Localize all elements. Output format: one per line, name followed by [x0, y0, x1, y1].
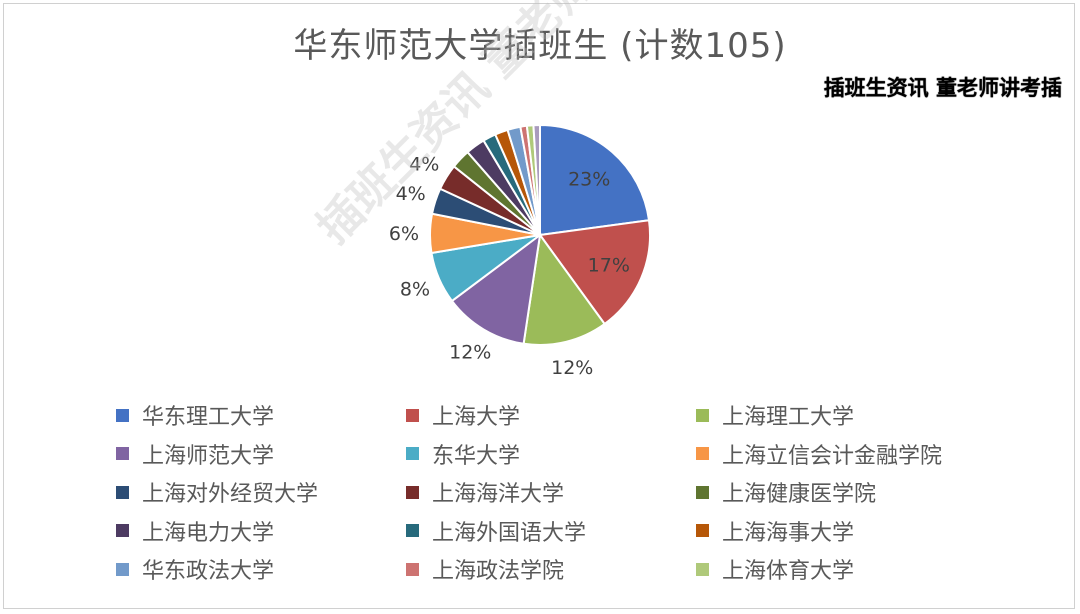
legend-label: 上海外国语大学: [432, 520, 587, 546]
legend-item: 上海理工大学: [696, 398, 854, 432]
legend-item: 上海外国语大学: [406, 514, 586, 548]
data-label-4: 8%: [400, 278, 430, 300]
legend-swatch: [116, 408, 129, 422]
legend-label: 华东政法大学: [142, 559, 275, 584]
data-label-0: 23%: [568, 169, 610, 191]
pie-slice-0: [539, 123, 651, 237]
legend-item: 上海海事大学: [696, 514, 854, 548]
legend-label: 上海电力大学: [142, 520, 275, 546]
legend-label: 上海健康医学院: [722, 482, 877, 507]
legend-swatch: [696, 408, 709, 422]
legend-item: 上海海洋大学: [406, 475, 564, 509]
legend-swatch: [406, 524, 419, 537]
data-label-2: 12%: [551, 357, 593, 379]
legend-item: 上海政法学院: [406, 552, 564, 586]
legend-item: 上海立信会计金融学院: [696, 437, 942, 471]
legend-item: 华东政法大学: [116, 552, 274, 586]
legend-label: 华东理工大学: [142, 405, 275, 430]
legend-item: 上海师范大学: [116, 437, 274, 471]
legend-swatch: [406, 447, 419, 460]
legend-item: 上海大学: [406, 398, 520, 432]
data-label-1: 17%: [588, 254, 630, 276]
legend-label: 上海政法学院: [432, 559, 565, 584]
legend-item: 华东理工大学: [116, 398, 274, 432]
legend-label: 上海海洋大学: [432, 482, 565, 507]
data-label-6: 4%: [396, 183, 426, 205]
legend-label: 上海立信会计金融学院: [722, 443, 943, 469]
legend-swatch: [696, 485, 709, 499]
pie-slices: [429, 123, 651, 346]
legend-label: 上海理工大学: [722, 405, 855, 430]
legend-swatch: [406, 408, 419, 422]
legend-swatch: [116, 524, 129, 537]
legend-item: 东华大学: [406, 437, 520, 471]
data-label-3: 12%: [449, 342, 491, 364]
pie-slice-15: [532, 123, 541, 236]
legend-label: 上海海事大学: [722, 520, 855, 546]
pie-slice-2: [522, 232, 607, 346]
legend-item: 上海对外经贸大学: [116, 475, 318, 509]
legend-label: 上海师范大学: [142, 443, 275, 469]
legend-swatch: [116, 562, 129, 576]
legend-item: 上海电力大学: [116, 514, 274, 548]
legend-label: 东华大学: [432, 443, 521, 469]
pie-slice-3: [450, 232, 542, 345]
legend-swatch: [696, 524, 709, 537]
source-tag: 插班生资讯 董老师讲考插: [821, 70, 1064, 104]
legend-label: 上海体育大学: [722, 559, 855, 584]
data-label-5: 6%: [389, 223, 419, 245]
legend-label: 上海大学: [432, 405, 521, 430]
legend-item: 上海健康医学院: [696, 475, 876, 509]
legend-swatch: [116, 447, 129, 460]
legend-swatch: [696, 447, 709, 460]
legend-swatch: [406, 562, 419, 576]
legend-swatch: [116, 485, 129, 499]
pie-chart: 23% 17% 12% 12% 8% 6% 4% 4%: [389, 123, 651, 380]
pie-slice-1: [538, 219, 651, 326]
pie-labels: 23% 17% 12% 12% 8% 6% 4% 4%: [389, 154, 630, 380]
legend-swatch: [696, 562, 709, 576]
legend-label: 上海对外经贸大学: [142, 482, 319, 507]
legend-swatch: [406, 485, 419, 499]
chart-title: 华东师范大学插班生 (计数105): [293, 26, 787, 66]
data-label-7: 4%: [409, 154, 439, 176]
legend-item: 上海体育大学: [696, 552, 854, 586]
